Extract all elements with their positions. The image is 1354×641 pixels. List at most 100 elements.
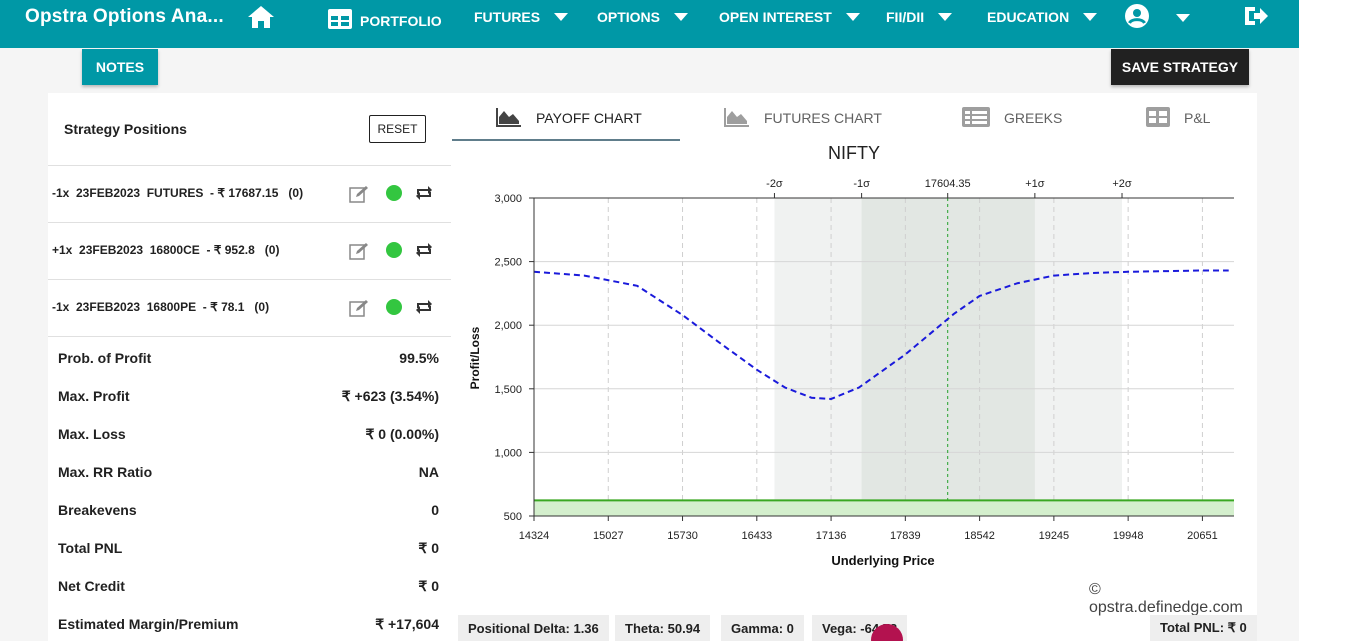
swap-icon[interactable] [414,242,434,263]
top-tick-label: 17604.35 [925,178,971,190]
chart-labels: 500 1,000 1,500 2,000 2,500 3,000 14324 15027 15… [494,178,1217,542]
stat-value: ₹ 0 (0.00%) [365,426,440,442]
caret-down-icon [674,13,689,21]
strategy-panel-header: Strategy Positions RESET [48,93,451,166]
chart-series [533,198,1234,516]
stat-row-max-loss: Max. Loss ₹ 0 (0.00%) [48,414,451,452]
top-tick-label: -2σ [766,178,783,190]
account-caret-icon[interactable] [1176,14,1190,22]
nav-futures-label: FUTURES [474,9,541,25]
tab-greeks[interactable]: GREEKS [962,105,1062,131]
stat-row-max-profit: Max. Profit ₹ +623 (3.54%) [48,376,451,414]
x-tick-label: 17136 [816,530,847,542]
watermark: © opstra.definedge.com [1089,581,1243,616]
top-tick-label: -1σ [853,178,870,190]
nav-fii-dii[interactable]: FII/DII [886,9,953,25]
active-tab-indicator [452,139,680,141]
chart-y-axis-label: Profit/Loss [468,326,482,389]
top-tick-label: +2σ [1112,178,1132,190]
top-tick-label: +1σ [1025,178,1045,190]
nav-options-label: OPTIONS [597,9,661,25]
strategy-panel: Strategy Positions RESET -1x 23FEB2023 F… [48,93,451,641]
profit-area [534,500,1234,516]
stat-label: Max. Loss [58,426,126,442]
area-chart-icon [496,107,522,130]
nav-fii-dii-label: FII/DII [886,9,925,25]
home-icon[interactable] [247,5,275,34]
nav-education[interactable]: EDUCATION [987,9,1098,25]
stat-value: 99.5% [399,350,439,366]
tab-payoff-chart-label: PAYOFF CHART [536,110,642,126]
nav-options[interactable]: OPTIONS [597,9,689,25]
stat-row-total-pnl: Total PNL ₹ 0 [48,528,451,566]
sigma-bands [774,198,1123,516]
active-status-dot[interactable] [386,185,402,201]
brand-title[interactable]: Opstra Options Ana... [25,6,224,27]
account-icon[interactable] [1125,4,1149,33]
swap-icon[interactable] [414,185,434,206]
active-status-dot[interactable] [386,299,402,315]
stat-label: Total PNL [58,540,123,556]
tab-futures-chart-label: FUTURES CHART [764,110,882,126]
edit-icon[interactable] [349,299,369,322]
save-strategy-button[interactable]: SAVE STRATEGY [1111,49,1249,85]
sigma-1-band [861,198,1035,516]
stat-value: ₹ +623 (3.54%) [341,388,439,404]
nav-open-interest[interactable]: OPEN INTEREST [719,9,860,25]
x-tick-label: 18542 [964,530,995,542]
caret-down-icon [938,13,953,21]
top-navbar: Opstra Options Ana... PORTFOLIO FUTURES … [0,0,1299,48]
chart-x-axis-label: Underlying Price [831,553,934,568]
x-tick-label: 15730 [667,530,698,542]
reset-button[interactable]: RESET [369,115,426,143]
tab-futures-chart[interactable]: FUTURES CHART [724,105,882,131]
edit-icon[interactable] [349,242,369,265]
stat-value: 0 [431,502,439,518]
nav-portfolio[interactable]: PORTFOLIO [328,9,442,32]
chip-total-pnl: Total PNL: ₹ 0 [1150,615,1257,641]
stat-label: Max. RR Ratio [58,464,153,480]
position-text: -1x 23FEB2023 FUTURES - ₹ 17687.15 (0) [52,186,304,200]
position-row: -1x 23FEB2023 FUTURES - ₹ 17687.15 (0) [48,166,451,223]
stat-row-max-rr-ratio: Max. RR Ratio NA [48,452,451,490]
stat-value: ₹ 0 [418,578,439,594]
stat-label: Max. Profit [58,388,130,404]
stat-row-prob-of-profit: Prob. of Profit 99.5% [48,338,451,376]
logout-icon[interactable] [1243,5,1269,32]
list-icon [962,106,990,130]
y-tick-label: 1,500 [494,384,522,396]
nav-portfolio-label: PORTFOLIO [360,12,442,29]
grid-icon [1146,106,1170,130]
area-chart-icon [724,107,750,130]
payoff-chart[interactable]: 500 1,000 1,500 2,000 2,500 3,000 14324 15027 15… [451,93,1257,641]
position-row: +1x 23FEB2023 16800CE - ₹ 952.8 (0) [48,223,451,280]
chart-title: NIFTY [828,143,880,163]
stat-row-net-credit: Net Credit ₹ 0 [48,566,451,604]
stat-value: NA [418,464,439,480]
x-tick-label: 19948 [1113,530,1144,542]
stat-label: Estimated Margin/Premium [58,616,239,632]
position-row: -1x 23FEB2023 16800PE - ₹ 78.1 (0) [48,280,451,337]
chat-bubble-icon[interactable] [871,624,903,641]
tab-pnl-label: P&L [1184,110,1211,126]
stat-value: ₹ 0 [418,540,439,556]
x-tick-label: 15027 [593,530,624,542]
grid-icon [328,9,352,32]
active-status-dot[interactable] [386,242,402,258]
caret-down-icon [554,13,569,21]
tab-pnl[interactable]: P&L [1146,105,1210,131]
edit-icon[interactable] [349,185,369,208]
swap-icon[interactable] [414,299,434,320]
target-payoff-line [533,269,1229,400]
x-tick-label: 19245 [1039,530,1070,542]
x-tick-label: 17839 [890,530,921,542]
nav-futures[interactable]: FUTURES [474,9,569,25]
y-tick-label: 2,000 [494,320,522,332]
chart-axes [529,193,1234,521]
tab-greeks-label: GREEKS [1004,110,1063,126]
stat-label: Net Credit [58,578,125,594]
stat-row-breakevens: Breakevens 0 [48,490,451,528]
notes-button[interactable]: NOTES [82,49,158,85]
tab-payoff-chart[interactable]: PAYOFF CHART [496,105,642,131]
nav-education-label: EDUCATION [987,9,1070,25]
